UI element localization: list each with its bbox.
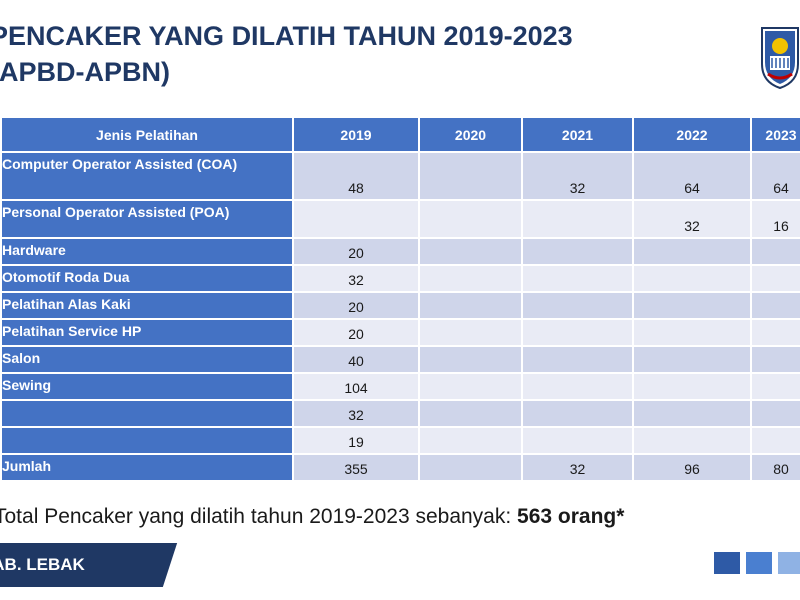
- cell-2021: [521, 237, 634, 266]
- cell-2022: 32: [632, 199, 752, 239]
- cell-2019: 20: [292, 318, 420, 347]
- cell-2021: [521, 291, 634, 320]
- cell-2021: [521, 345, 634, 374]
- table-row-total: Jumlah 355 32 96 80: [0, 453, 800, 482]
- cell-2021: [521, 264, 634, 293]
- row-label: Salon: [0, 345, 294, 374]
- table-row: Salon 40: [0, 345, 800, 374]
- cell-2021: [521, 199, 634, 239]
- table-row: 19: [0, 426, 800, 455]
- cell-2023: [750, 237, 800, 266]
- col-header-2023: 2023: [750, 116, 800, 153]
- cell-2020: [418, 318, 523, 347]
- row-label: Hardware: [0, 237, 294, 266]
- col-header-2019: 2019: [292, 116, 420, 153]
- cell-2021: [521, 426, 634, 455]
- cell-2019: 19: [292, 426, 420, 455]
- cell-2019: 20: [292, 291, 420, 320]
- row-label: Personal Operator Assisted (POA): [0, 199, 294, 239]
- training-table: Jenis Pelatihan 2019 2020 2021 2022 2023…: [0, 116, 800, 482]
- table-row: Otomotif Roda Dua 32: [0, 264, 800, 293]
- table-row: Pelatihan Service HP 20: [0, 318, 800, 347]
- footer-label: KAB. LEBAK: [0, 555, 85, 574]
- table-row: Hardware 20: [0, 237, 800, 266]
- cell-2023: [750, 264, 800, 293]
- cell-2023: [750, 345, 800, 374]
- cell-2023: [750, 426, 800, 455]
- table-row: 32: [0, 399, 800, 428]
- row-label: Otomotif Roda Dua: [0, 264, 294, 293]
- cell-2022: [632, 399, 752, 428]
- table-row: Personal Operator Assisted (POA) 32 16: [0, 199, 800, 239]
- cell-2020: [418, 264, 523, 293]
- col-header-jenis: Jenis Pelatihan: [0, 116, 294, 153]
- total-summary: Total Pencaker yang dilatih tahun 2019-2…: [0, 505, 624, 529]
- cell-2021: 32: [521, 151, 634, 201]
- cell-2020: [418, 291, 523, 320]
- cell-2019: 355: [292, 453, 420, 482]
- cell-2021: [521, 318, 634, 347]
- footer-square-1: [714, 552, 740, 574]
- cell-2022: 64: [632, 151, 752, 201]
- cell-2019: 48: [292, 151, 420, 201]
- cell-2019: 32: [292, 399, 420, 428]
- footer-square-3: [778, 552, 800, 574]
- cell-2022: [632, 264, 752, 293]
- cell-2023: 16: [750, 199, 800, 239]
- col-header-2022: 2022: [632, 116, 752, 153]
- row-label: [0, 399, 294, 428]
- cell-2019: [292, 199, 420, 239]
- total-value: 563 orang*: [517, 505, 625, 528]
- cell-2022: [632, 291, 752, 320]
- cell-2022: 96: [632, 453, 752, 482]
- cell-2022: [632, 372, 752, 401]
- table-row: Pelatihan Alas Kaki 20: [0, 291, 800, 320]
- title-line-1: PENCAKER YANG DILATIH TAHUN 2019-2023: [0, 21, 573, 51]
- total-prefix: Total Pencaker yang dilatih tahun 2019-2…: [0, 505, 518, 528]
- cell-2020: [418, 345, 523, 374]
- footer-square-2: [746, 552, 772, 574]
- cell-2023: [750, 372, 800, 401]
- table-row: Sewing 104: [0, 372, 800, 401]
- cell-2022: [632, 318, 752, 347]
- row-label: Sewing: [0, 372, 294, 401]
- cell-2019: 32: [292, 264, 420, 293]
- cell-2020: [418, 151, 523, 201]
- col-header-2021: 2021: [521, 116, 634, 153]
- title-line-2: (APBD-APBN): [0, 57, 170, 87]
- table-header-row: Jenis Pelatihan 2019 2020 2021 2022 2023: [0, 116, 800, 153]
- row-label: Jumlah: [0, 453, 294, 482]
- table-row: Computer Operator Assisted (COA) 48 32 6…: [0, 151, 800, 201]
- page-title: PENCAKER YANG DILATIH TAHUN 2019-2023 (A…: [0, 18, 573, 90]
- cell-2022: [632, 345, 752, 374]
- cell-2023: 80: [750, 453, 800, 482]
- cell-2021: 32: [521, 453, 634, 482]
- cell-2022: [632, 237, 752, 266]
- regency-emblem-icon: [761, 27, 799, 90]
- cell-2021: [521, 372, 634, 401]
- cell-2019: 104: [292, 372, 420, 401]
- row-label: Computer Operator Assisted (COA): [0, 151, 294, 201]
- cell-2020: [418, 237, 523, 266]
- row-label: Pelatihan Alas Kaki: [0, 291, 294, 320]
- cell-2020: [418, 426, 523, 455]
- cell-2020: [418, 399, 523, 428]
- cell-2020: [418, 199, 523, 239]
- cell-2023: 64: [750, 151, 800, 201]
- col-header-2020: 2020: [418, 116, 523, 153]
- cell-2020: [418, 372, 523, 401]
- cell-2023: [750, 399, 800, 428]
- cell-2020: [418, 453, 523, 482]
- cell-2019: 20: [292, 237, 420, 266]
- row-label: Pelatihan Service HP: [0, 318, 294, 347]
- row-label: [0, 426, 294, 455]
- cell-2022: [632, 426, 752, 455]
- cell-2023: [750, 318, 800, 347]
- cell-2021: [521, 399, 634, 428]
- cell-2023: [750, 291, 800, 320]
- cell-2019: 40: [292, 345, 420, 374]
